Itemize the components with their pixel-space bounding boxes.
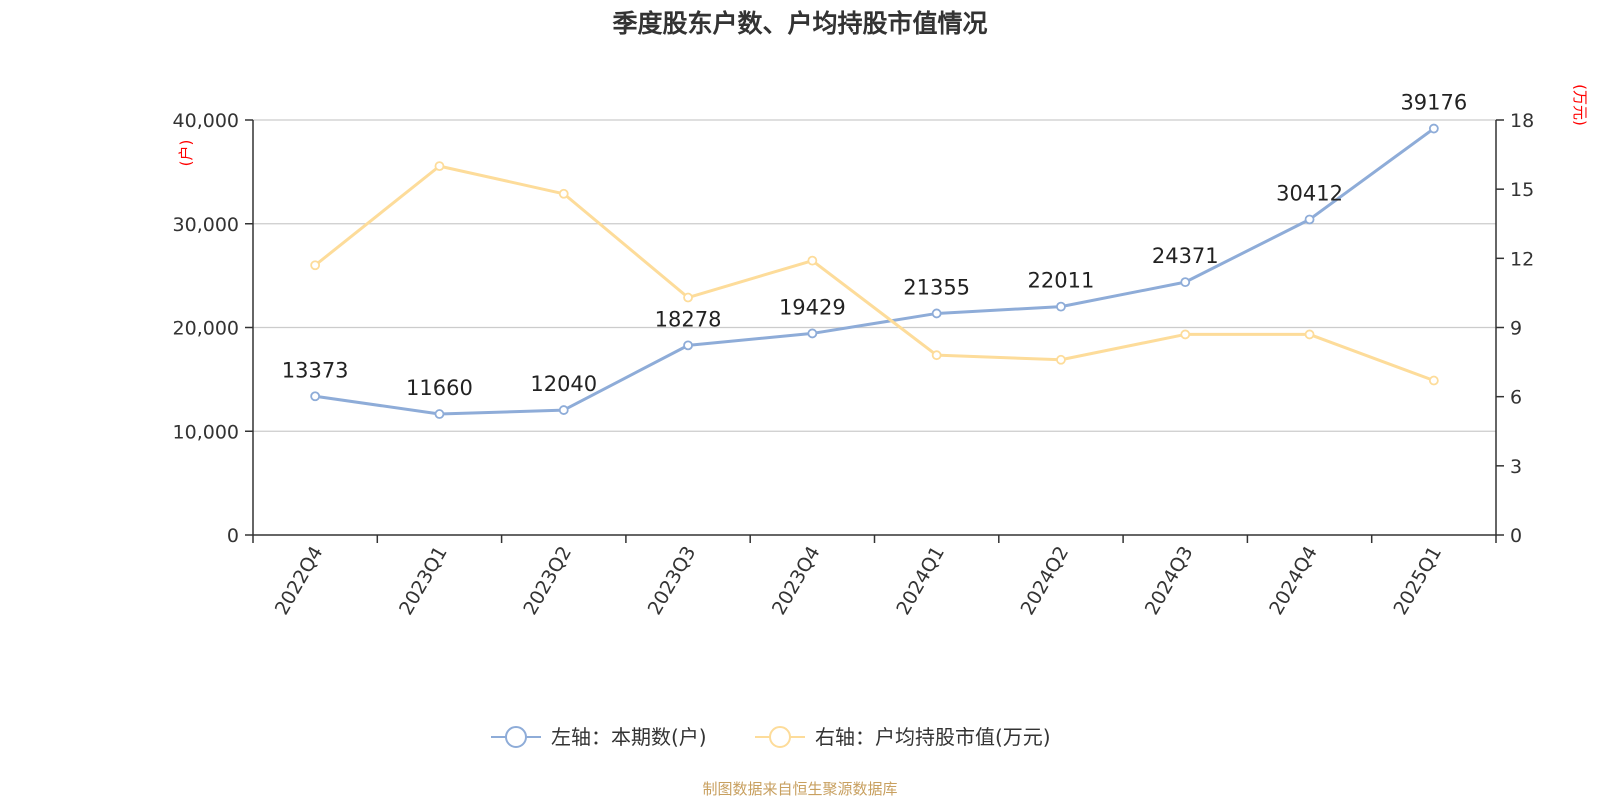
data-label: 11660: [406, 376, 473, 400]
x-axis-tick-label: 2023Q3: [644, 543, 701, 619]
series-point-1: [434, 161, 445, 172]
data-labels: 13373 11660 12040 18278 19429 21355 22011 24371…: [282, 91, 1468, 400]
series-point-1: [1304, 329, 1315, 340]
x-axis-tick-label: 2024Q4: [1265, 543, 1322, 619]
series-point-0: [683, 340, 693, 351]
right-axis-tick-label: 15: [1510, 179, 1534, 201]
series-point-0: [931, 308, 942, 319]
left-axis-tick-label: 20,000: [173, 318, 239, 340]
series-point-1: [931, 350, 942, 361]
data-label: 30412: [1276, 181, 1343, 205]
x-axis-tick-label: 2022Q4: [271, 543, 328, 619]
series-point-0: [1056, 301, 1066, 312]
series-point-1: [807, 255, 818, 266]
right-axis-tick-label: 6: [1510, 387, 1522, 409]
series-point-0: [1428, 123, 1439, 134]
x-axis-tick-label: 2023Q4: [768, 543, 825, 619]
left-axis-tick-label: 30,000: [173, 214, 239, 236]
series: [310, 123, 1439, 419]
legend-label-households: 左轴：本期数(户): [551, 725, 707, 749]
right-axis-unit: (万元): [1571, 84, 1589, 126]
legend-label-avg-value: 右轴：户均持股市值(万元): [815, 725, 1051, 749]
left-axis-tick-label: 40,000: [173, 110, 239, 132]
series-point-0: [1180, 277, 1191, 288]
right-axis-tick-label: 3: [1510, 456, 1522, 478]
series-point-1: [310, 260, 321, 271]
legend-marker-avg-value: [769, 726, 791, 748]
left-axis-unit: (户): [177, 140, 195, 167]
legend-item-households[interactable]: 左轴：本期数(户): [491, 725, 707, 749]
x-axis-tick-label: 2025Q1: [1389, 543, 1446, 619]
left-axis-tick-label: 0: [227, 525, 239, 547]
series-point-1: [1056, 354, 1066, 365]
series-point-1: [1180, 329, 1191, 340]
legend-item-avg-value[interactable]: 右轴：户均持股市值(万元): [755, 725, 1051, 749]
x-axis-tick-label: 2024Q3: [1141, 543, 1198, 619]
series-line-1: [314, 164, 1435, 382]
legend[interactable]: 左轴：本期数(户) 右轴：户均持股市值(万元): [491, 725, 1051, 749]
series-point-0: [807, 328, 818, 339]
data-label: 22011: [1028, 269, 1095, 293]
x-axis-tick-label: 2024Q2: [1017, 543, 1074, 619]
series-point-1: [558, 188, 569, 199]
right-axis-tick-label: 9: [1510, 318, 1522, 340]
right-axis-tick-label: 18: [1510, 110, 1534, 132]
x-axis-tick-label: 2023Q2: [519, 543, 576, 619]
right-axis-tick-label: 12: [1510, 248, 1534, 270]
data-label: 19429: [779, 295, 846, 319]
series-point-0: [310, 391, 321, 402]
data-label: 24371: [1152, 244, 1219, 268]
series-line-0: [314, 127, 1435, 416]
x-axis-tick-label: 2024Q1: [892, 543, 949, 619]
data-label: 21355: [903, 275, 970, 299]
series-point-0: [434, 409, 445, 419]
x-axis-tick-label: 2023Q1: [395, 543, 452, 619]
series-point-1: [1428, 375, 1439, 386]
left-axis-tick-label: 10,000: [173, 421, 239, 443]
data-label: 39176: [1400, 91, 1467, 115]
series-point-0: [558, 405, 569, 415]
right-axis-tick-label: 0: [1510, 525, 1522, 547]
legend-marker-households: [505, 726, 527, 748]
series-point-1: [683, 292, 693, 303]
data-label: 12040: [530, 372, 597, 396]
data-label: 18278: [655, 307, 722, 331]
grid-lines: [253, 119, 1496, 432]
series-point-0: [1304, 214, 1315, 225]
chart-title: 季度股东户数、户均持股市值情况: [612, 9, 987, 38]
data-label: 13373: [282, 358, 349, 382]
source-note: 制图数据来自恒生聚源数据库: [702, 780, 897, 798]
